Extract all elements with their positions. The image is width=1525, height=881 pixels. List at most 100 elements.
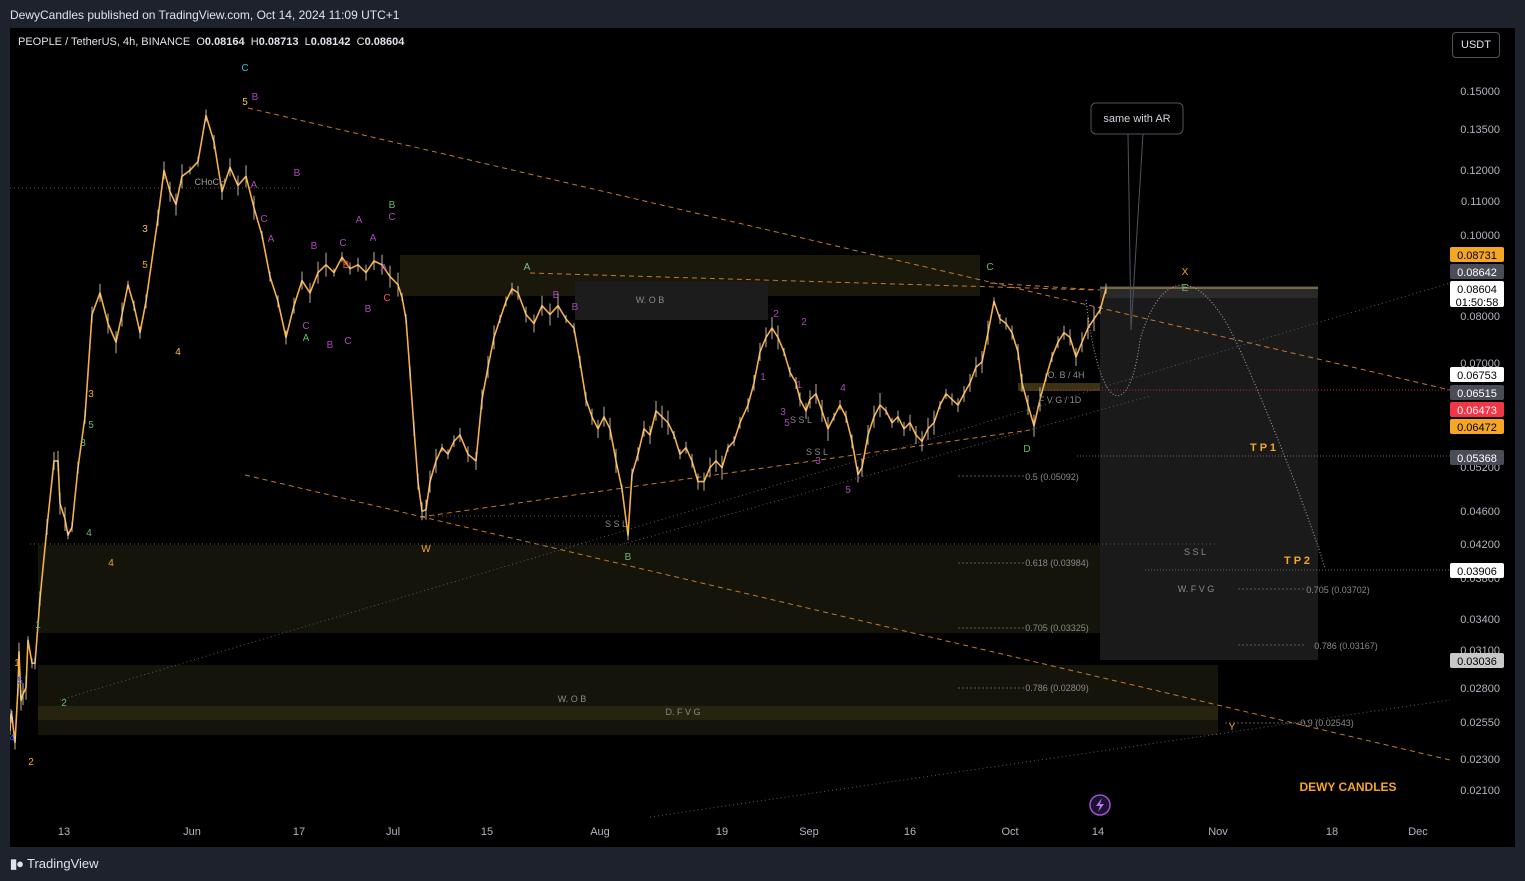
annotation-label: W bbox=[421, 544, 431, 555]
price-label-value: 0.06515 bbox=[1457, 388, 1497, 400]
y-axis-tick: 0.12000 bbox=[1460, 165, 1500, 177]
annotation-label: CHoCH bbox=[194, 177, 225, 187]
trendline-base bbox=[649, 699, 1451, 818]
annotation-label: O. B / 4H bbox=[1047, 370, 1084, 380]
price-label bbox=[1450, 419, 1504, 434]
currency-button[interactable]: USDT bbox=[1452, 32, 1500, 58]
price-label bbox=[1450, 247, 1504, 262]
price-label-value: 0.06473 bbox=[1457, 405, 1497, 417]
price-label-value: 0.03906 bbox=[1457, 566, 1497, 578]
x-axis-tick: 16 bbox=[904, 826, 916, 838]
ohlc-close: 0.08604 bbox=[364, 36, 405, 48]
annotation-label: T P 1 bbox=[1250, 442, 1276, 454]
y-axis-tick: 0.13500 bbox=[1460, 124, 1500, 136]
x-axis-tick: 18 bbox=[1326, 826, 1338, 838]
zone-target-box bbox=[1100, 286, 1318, 660]
annotation-label: A bbox=[356, 215, 363, 226]
annotation-label: 0.786 (0.02809) bbox=[1025, 683, 1089, 693]
annotation-label: B bbox=[311, 241, 318, 252]
x-axis-tick: Nov bbox=[1208, 826, 1228, 838]
ohlc-low-label: L bbox=[304, 36, 311, 48]
annotation-label: 2 bbox=[801, 317, 807, 328]
annotation-label: 2 bbox=[28, 757, 34, 768]
x-axis-tick: 14 bbox=[1092, 826, 1104, 838]
y-axis-tick: 0.10000 bbox=[1460, 230, 1500, 242]
trendline-upper bbox=[247, 107, 1451, 391]
annotation-label: D. F V G bbox=[665, 707, 700, 717]
annotation-label: C bbox=[986, 262, 993, 273]
price-label-value: 0.08604 bbox=[1457, 284, 1497, 296]
annotation-label: 4 bbox=[108, 558, 114, 569]
x-axis-tick: Oct bbox=[1001, 826, 1018, 838]
tradingview-logo[interactable]: ▮● TradingView bbox=[10, 856, 99, 872]
ohlc-low: 0.08142 bbox=[310, 36, 351, 48]
annotation-label: S S L bbox=[605, 519, 627, 529]
price-label-value: 0.05368 bbox=[1457, 453, 1497, 465]
annotation-label: 3 bbox=[88, 389, 94, 400]
annotation-label: A bbox=[303, 333, 310, 344]
annotation-label: B bbox=[572, 302, 579, 313]
price-series bbox=[10, 114, 1107, 744]
annotation-label: 3 bbox=[142, 224, 148, 235]
price-label-countdown: 01:50:58 bbox=[1456, 297, 1499, 309]
y-axis-tick: 0.11000 bbox=[1461, 196, 1500, 208]
trendline-b-to-e bbox=[619, 395, 1151, 546]
annotation-label: 1 bbox=[796, 380, 802, 391]
annotation-label: T P 2 bbox=[1284, 555, 1310, 567]
symbol-legend: PEOPLE / TetherUS, 4h, BINANCE O0.08164 … bbox=[18, 36, 404, 48]
trendline-w-d bbox=[419, 429, 1031, 518]
annotation-label: C bbox=[241, 63, 248, 74]
price-label bbox=[1450, 367, 1504, 382]
x-axis-tick: Jun bbox=[183, 826, 201, 838]
y-axis-tick: 0.04200 bbox=[1460, 539, 1500, 551]
annotation-label: A bbox=[524, 262, 531, 273]
annotation-label: 5 bbox=[242, 97, 248, 108]
annotation-label: A bbox=[524, 262, 531, 273]
annotation-label: C bbox=[302, 321, 309, 332]
symbol-pair: PEOPLE / TetherUS, 4h, BINANCE bbox=[18, 36, 191, 48]
y-axis-tick: 0.15000 bbox=[1460, 86, 1500, 98]
y-axis-tick: 0.02800 bbox=[1460, 683, 1500, 695]
annotation-label: W. F V G bbox=[1178, 584, 1215, 594]
annotation-label: C bbox=[260, 214, 267, 225]
callout-pointer bbox=[1127, 133, 1144, 331]
annotation-label: Y bbox=[1229, 722, 1236, 733]
x-axis-tick: 15 bbox=[481, 826, 493, 838]
y-axis-tick: 0.02300 bbox=[1460, 754, 1500, 766]
annotation-label: D bbox=[1023, 444, 1030, 455]
ohlc-high-label: H bbox=[250, 36, 259, 48]
annotation-label: 1 bbox=[14, 658, 20, 669]
y-axis-tick: 0.03400 bbox=[1460, 614, 1500, 626]
annotation-label: A bbox=[381, 263, 388, 274]
ohlc-open-label: O bbox=[196, 36, 205, 48]
annotation-label: 1 bbox=[35, 620, 41, 631]
annotation-label: X bbox=[1182, 267, 1189, 278]
lightning-icon-glyph bbox=[1096, 798, 1104, 812]
x-axis-tick: Sep bbox=[799, 826, 819, 838]
annotation-label: 0.705 (0.03702) bbox=[1306, 585, 1370, 595]
trendline-b-c bbox=[529, 272, 1096, 291]
bottom-bar bbox=[0, 847, 1525, 881]
y-axis-tick: 0.02100 bbox=[1460, 785, 1500, 797]
annotation-label: B bbox=[327, 340, 334, 351]
annotation-label: same with AR bbox=[1103, 113, 1170, 125]
zone-d-fvg bbox=[38, 706, 1218, 720]
annotation-label: S S L bbox=[1184, 547, 1206, 557]
ohlc-open: 0.08164 bbox=[204, 36, 245, 48]
annotation-label: F V G / 1D bbox=[1039, 395, 1082, 405]
x-axis-tick: Jul bbox=[386, 826, 400, 838]
annotation-label: 5 bbox=[845, 485, 851, 496]
price-label bbox=[1450, 385, 1504, 400]
annotation-label: C bbox=[339, 238, 346, 249]
price-label-value: 0.03036 bbox=[1457, 656, 1497, 668]
annotation-label: DEWY CANDLES bbox=[1299, 780, 1396, 794]
annotation-label: 0.5 (0.05092) bbox=[1025, 472, 1079, 482]
annotation-label: B bbox=[294, 168, 301, 179]
annotation-label: W. O B bbox=[558, 694, 587, 704]
annotation-label: S S L bbox=[806, 447, 828, 457]
price-label-value: 0.06753 bbox=[1457, 370, 1497, 382]
annotation-label: A bbox=[268, 234, 275, 245]
annotation-label: 4 bbox=[840, 383, 846, 394]
annotation-label: W. O B bbox=[636, 295, 665, 305]
